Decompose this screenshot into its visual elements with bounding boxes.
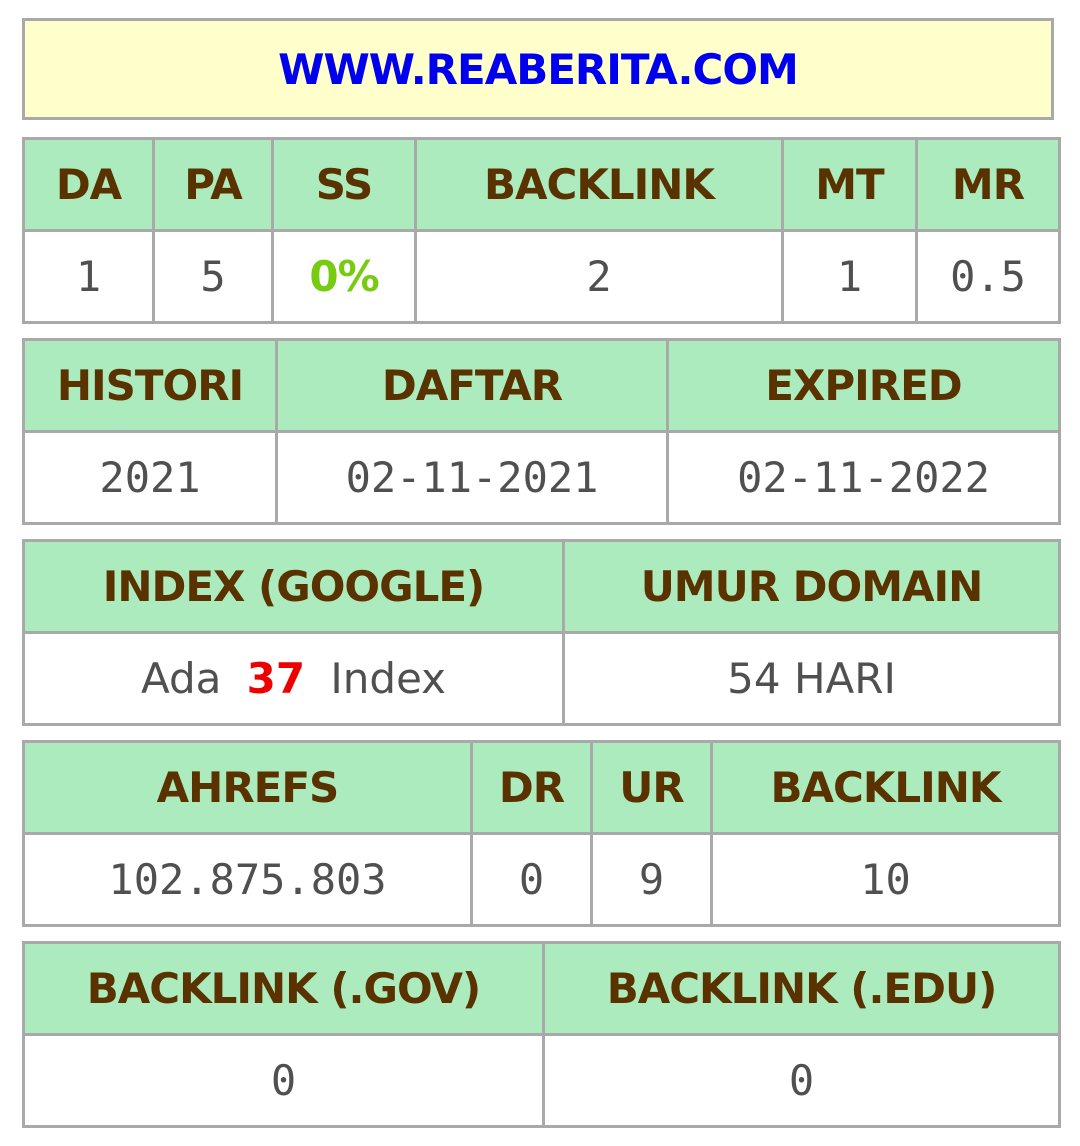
value-backlink: 2 [414,229,784,324]
value-ur: 9 [590,832,713,927]
metrics-table: DA PA SS BACKLINK MT MR 1 5 0% 2 1 0.5 [22,137,1061,324]
value-ss-cell: 0% [271,229,417,324]
metrics-header-row: DA PA SS BACKLINK MT MR [22,137,1061,232]
index-prefix: Ada [140,654,222,703]
header-dr: DR [470,740,593,835]
header-backlink-gov: BACKLINK (.GOV) [22,941,545,1036]
ahrefs-value-row: 102.875.803 0 9 10 [22,832,1061,927]
metrics-value-row: 1 5 0% 2 1 0.5 [22,229,1061,324]
header-backlink: BACKLINK [414,137,784,232]
index-count: 37 [246,654,306,703]
header-histori: HISTORI [22,338,278,433]
header-daftar: DAFTAR [275,338,669,433]
header-ahrefs: AHREFS [22,740,473,835]
header-pa: PA [152,137,274,232]
backlinks-table: BACKLINK (.GOV) BACKLINK (.EDU) 0 0 [22,941,1061,1128]
ahrefs-table: AHREFS DR UR BACKLINK 102.875.803 0 9 10 [22,740,1061,927]
header-expired: EXPIRED [666,338,1061,433]
value-expired: 02-11-2022 [666,430,1061,525]
header-mr: MR [915,137,1061,232]
header-da: DA [22,137,155,232]
header-ahrefs-backlink: BACKLINK [710,740,1061,835]
value-daftar: 02-11-2021 [275,430,669,525]
header-index-google: INDEX (GOOGLE) [22,539,565,634]
index-value-row: Ada 37 Index 54 HARI [22,631,1061,726]
value-mt: 1 [781,229,918,324]
header-mt: MT [781,137,918,232]
value-index-cell: Ada 37 Index [22,631,565,726]
dates-table: HISTORI DAFTAR EXPIRED 2021 02-11-2021 0… [22,338,1061,525]
value-ahrefs: 102.875.803 [22,832,473,927]
value-pa: 5 [152,229,274,324]
index-header-row: INDEX (GOOGLE) UMUR DOMAIN [22,539,1061,634]
dates-header-row: HISTORI DAFTAR EXPIRED [22,338,1061,433]
value-da: 1 [22,229,155,324]
value-backlink-gov: 0 [22,1033,545,1128]
value-umur-domain: 54 HARI [562,631,1061,726]
backlinks-header-row: BACKLINK (.GOV) BACKLINK (.EDU) [22,941,1061,1036]
value-ss: 0% [309,252,379,301]
index-suffix: Index [330,654,447,703]
index-table: INDEX (GOOGLE) UMUR DOMAIN Ada 37 Index … [22,539,1061,726]
header-ss: SS [271,137,417,232]
value-dr: 0 [470,832,593,927]
header-ur: UR [590,740,713,835]
value-ahrefs-backlink: 10 [710,832,1061,927]
value-mr: 0.5 [915,229,1061,324]
header-umur-domain: UMUR DOMAIN [562,539,1061,634]
value-backlink-edu: 0 [542,1033,1061,1128]
dates-value-row: 2021 02-11-2021 02-11-2022 [22,430,1061,525]
backlinks-value-row: 0 0 [22,1033,1061,1128]
ahrefs-header-row: AHREFS DR UR BACKLINK [22,740,1061,835]
header-backlink-edu: BACKLINK (.EDU) [542,941,1061,1036]
domain-header: WWW.REABERITA.COM [22,18,1054,120]
domain-link[interactable]: WWW.REABERITA.COM [278,44,799,94]
value-histori: 2021 [22,430,278,525]
